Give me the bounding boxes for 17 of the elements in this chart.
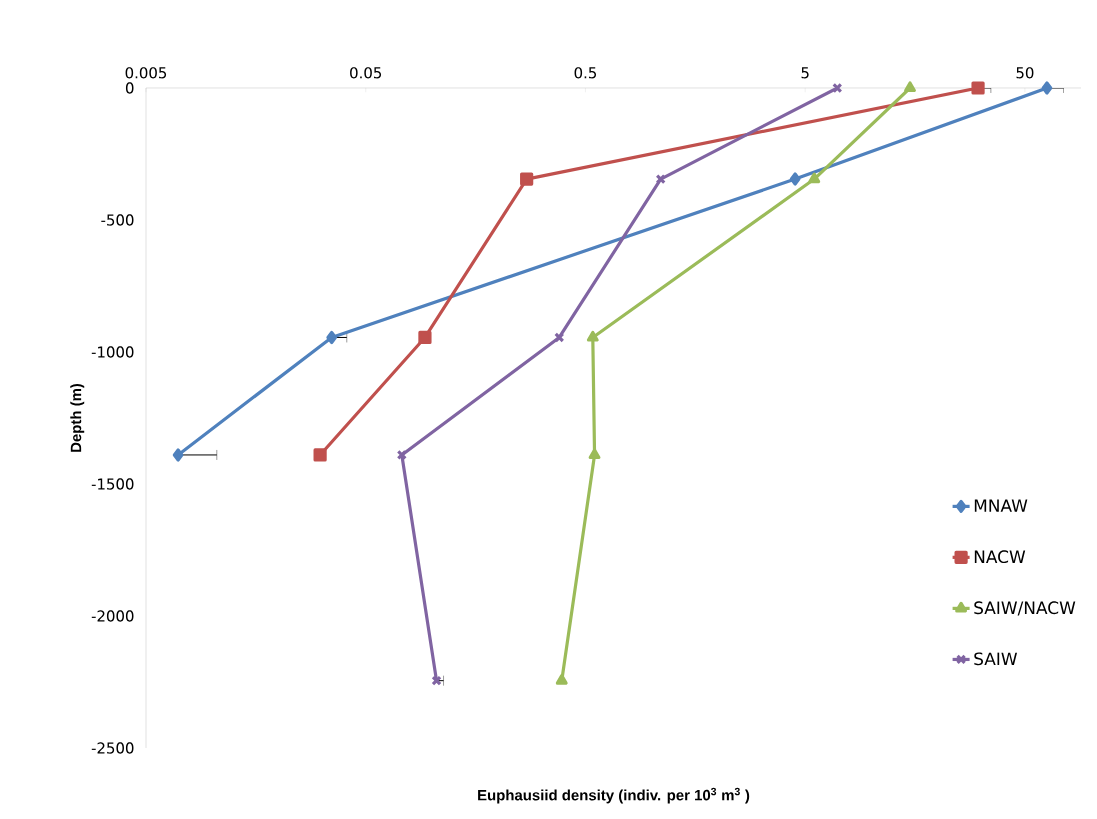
x-tick-label: 0.005 xyxy=(125,67,167,79)
x-axis-title: Euphausiid density (indiv. per 10$^{3}$ m$^{3}$ ) xyxy=(478,787,750,804)
y-tick-label: -1000 xyxy=(91,346,134,358)
x-tick-label: 0.5 xyxy=(574,67,597,79)
x-tick-label: 5 xyxy=(801,67,809,79)
legend-label: NACW xyxy=(974,550,1026,564)
y-tick-label: 0 xyxy=(125,82,134,94)
y-tick-label: -2000 xyxy=(91,610,134,622)
legend-label: SAIW xyxy=(974,652,1018,666)
x-tick-label: 0.05 xyxy=(350,67,382,79)
y-tick-label: -500 xyxy=(101,214,134,226)
y-axis-title: Depth (m) xyxy=(70,383,85,452)
legend-label: MNAW xyxy=(974,499,1028,512)
x-tick-label: 50 xyxy=(1016,67,1034,79)
legend-label: SAIW/NACW xyxy=(974,601,1076,616)
y-tick-label: -1500 xyxy=(91,478,134,490)
y-tick-label: -2500 xyxy=(91,742,134,754)
